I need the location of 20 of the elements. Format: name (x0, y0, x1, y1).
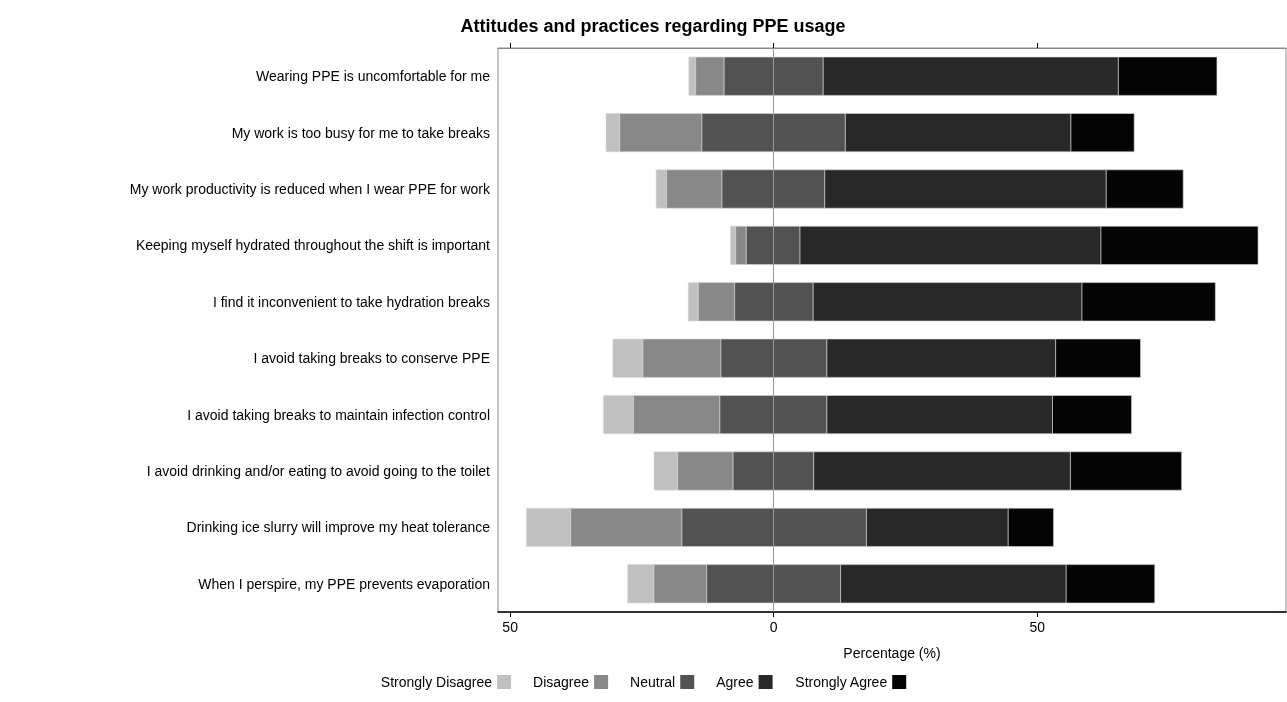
x-axis-title: Percentage (%) (843, 645, 941, 661)
y-tick-label: I avoid taking breaks to maintain infection control (187, 406, 490, 423)
legend-label: Neutral (630, 674, 676, 690)
legend-label: Strongly Agree (795, 674, 888, 690)
x-tick-label: 50 (1029, 619, 1046, 635)
legend-label: Strongly Disagree (380, 674, 493, 690)
chart-title: Attitudes and practices regarding PPE usage (460, 16, 846, 36)
legend-label: Agree (716, 674, 754, 690)
y-tick-label: I find it inconvenient to take hydration breaks (212, 293, 490, 310)
y-tick-label: When I perspire, my PPE prevents evaporation (198, 575, 490, 592)
y-tick-label: Wearing PPE is uncomfortable for me (256, 68, 491, 85)
y-tick-label: Keeping myself hydrated throughout the shift is important (135, 237, 491, 254)
y-tick-label: My work is too busy for me to take breaks (231, 124, 490, 141)
y-tick-label: Drinking ice slurry will improve my heat tolerance (186, 519, 491, 536)
y-tick-label: My work productivity is reduced when I wear PPE for work (129, 181, 491, 197)
y-tick-label: I avoid taking breaks to conserve PPE (253, 350, 490, 367)
y-tick-label: I avoid drinking and/or eating to avoid going to the toilet (146, 463, 491, 479)
legend-label: Disagree (533, 674, 590, 690)
x-tick-label: 50 (502, 619, 519, 635)
x-tick-label: 0 (769, 619, 778, 635)
